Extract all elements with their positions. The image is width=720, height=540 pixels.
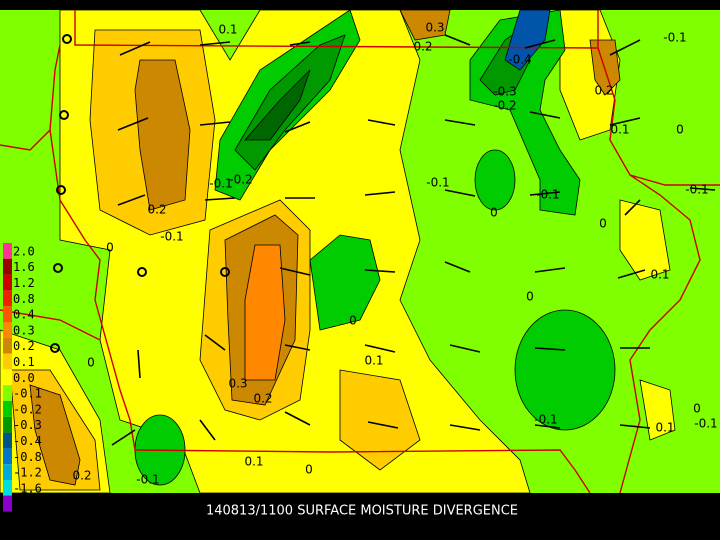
contour-label: 0 (87, 356, 95, 370)
state-borders (0, 10, 720, 494)
legend-label: -0.3 (13, 418, 42, 432)
legend-label: 2.0 (13, 244, 35, 258)
contour-label: 0 (599, 217, 607, 231)
contour-label: 0.2 (72, 469, 91, 483)
contour-label: -0.1 (663, 31, 686, 45)
contour-label: -0.1 (136, 473, 159, 487)
contour-label: 0.2 (147, 203, 166, 217)
contour-label: -0.1 (426, 176, 449, 190)
legend-swatch (3, 432, 12, 449)
legend-label: -0.2 (13, 402, 42, 416)
contour-label: 0.1 (218, 23, 237, 37)
contour-label: -0.1 (534, 413, 557, 427)
legend-label: -2.0 (13, 497, 42, 511)
legend-label: 0.0 (13, 371, 35, 385)
legend-label: 0.3 (13, 323, 35, 337)
legend-label: -0.8 (13, 450, 42, 464)
contour-label: -0.4 (508, 53, 531, 67)
wind-barbs (111, 34, 716, 446)
legend-swatch (3, 353, 12, 370)
contour-label: 0 (349, 314, 357, 328)
legend-swatch (3, 274, 12, 291)
contour-label: -0.2 (229, 173, 252, 187)
legend-swatch (3, 337, 12, 354)
legend-label: -0.1 (13, 387, 42, 401)
legend-label: 0.2 (13, 339, 35, 353)
legend-swatch (3, 401, 12, 417)
calm-markers (50, 34, 230, 353)
legend-swatch (3, 290, 12, 307)
legend-label: -0.4 (13, 434, 42, 448)
contour-label: 0.1 (244, 455, 263, 469)
legend-label: 1.2 (13, 276, 35, 290)
legend-swatch (3, 480, 12, 496)
contour-label: 0.3 (228, 377, 247, 391)
contour-label: -0.1 (536, 188, 559, 202)
contour-label: -0.2 (493, 99, 516, 113)
legend-swatch (3, 322, 12, 338)
legend-swatch (3, 385, 12, 401)
contour-label: -0.1 (160, 230, 183, 244)
contour-label: 0 (676, 123, 684, 137)
contour-label: -0.1 (685, 183, 708, 197)
contour-label: 0.1 (650, 268, 669, 282)
contour-label: 0 (526, 290, 534, 304)
legend-swatch (3, 495, 12, 512)
contour-label: -0.3 (493, 85, 516, 99)
legend-label: 0.4 (13, 308, 35, 322)
contour-label: 0.2 (253, 392, 272, 406)
legend-swatch (3, 464, 12, 480)
map-field (0, 9, 720, 494)
legend-label: 0.1 (13, 355, 35, 369)
contour-label: 0 (106, 241, 114, 255)
contour-label: 0.1 (655, 421, 674, 435)
legend-swatch (3, 243, 12, 259)
contour-label: 0.2 (594, 84, 613, 98)
contour-label: 0 (305, 463, 313, 477)
legend-swatch (3, 258, 12, 275)
contour-label: 0.1 (364, 354, 383, 368)
legend-label: 0.8 (13, 292, 35, 306)
legend-label: -1.2 (13, 466, 42, 480)
caption: 140813/1100 SURFACE MOISTURE DIVERGENCE (206, 504, 518, 519)
legend: 2.0 1.6 1.2 0.8 0.40.3 0.2 0.1 0.0 -0.1-0.2 -0.3 -… (3, 243, 42, 512)
legend-label: -1.6 (13, 481, 42, 495)
contour-label: -0.1 (209, 177, 232, 191)
contour-label: 0.3 (425, 21, 444, 35)
legend-swatch (3, 306, 12, 322)
contour-label: 0.2 (413, 40, 432, 54)
contour-labels: 0.1 0.30.2-0.4-0.3-0.2-0.10.20.1 0-0.1-0.1… (72, 21, 717, 487)
legend-label: 1.6 (13, 260, 35, 274)
legend-swatch (3, 369, 12, 386)
contour-label: 0.1 (610, 123, 629, 137)
legend-swatch (3, 416, 12, 433)
contour-label: 0 (490, 206, 498, 220)
contour-label: -0.1 (694, 417, 717, 431)
legend-swatch (3, 448, 12, 465)
contour-label: 0 (693, 402, 701, 416)
